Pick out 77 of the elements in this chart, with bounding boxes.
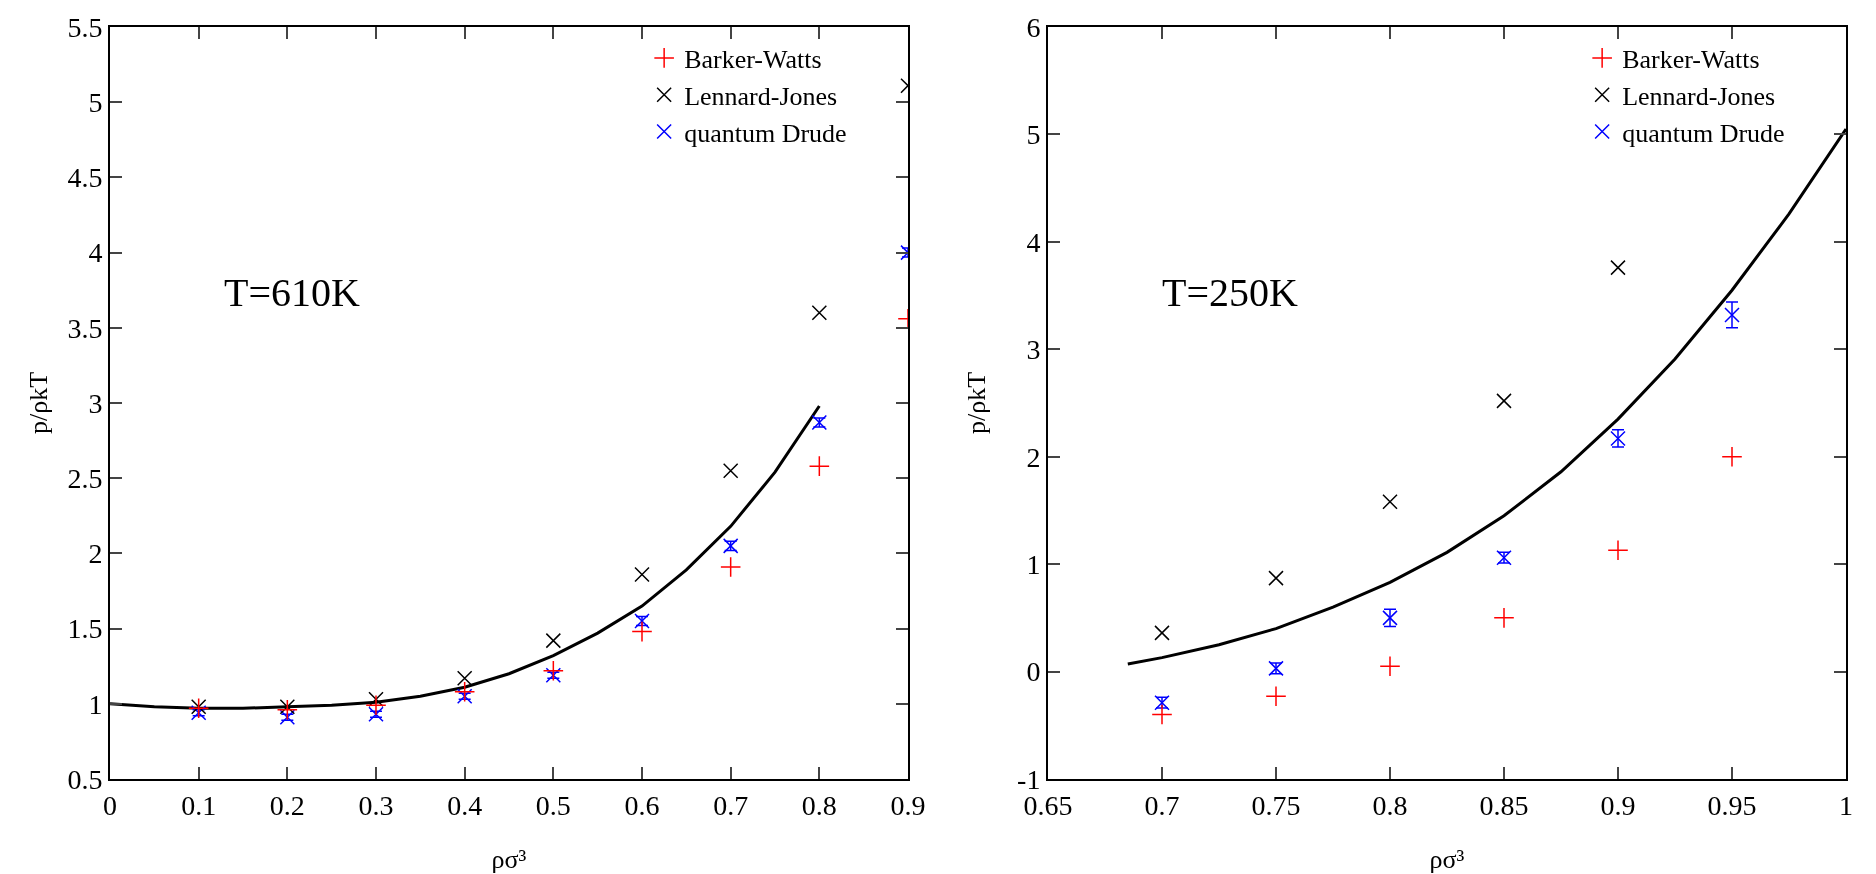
x-tick-label: 0.85 — [1479, 789, 1529, 821]
point — [1382, 494, 1398, 510]
point — [1493, 607, 1515, 629]
y-tick-label: 3 — [88, 387, 103, 419]
x-tick-label: 0.5 — [535, 789, 571, 821]
point — [1721, 446, 1743, 468]
x-tick-label: 0.6 — [624, 789, 660, 821]
y-tick-label: 2 — [1026, 441, 1041, 473]
point — [368, 691, 384, 708]
y-tick-label: 5.5 — [67, 11, 103, 43]
y-tick-label: 2.5 — [67, 463, 103, 494]
point — [190, 705, 207, 721]
x-tick-label: 0.2 — [269, 789, 305, 821]
x-tick-label: 0.7 — [713, 789, 749, 821]
y-tick-label: 6 — [1026, 11, 1041, 43]
y-axis-title: p/ρkT — [24, 371, 53, 435]
x-axis-title: ρσ³ — [491, 845, 527, 874]
x-tick-label: 0.8 — [1372, 789, 1408, 821]
y-axis-title: p/ρkT — [962, 371, 991, 435]
y-tick-label: 0.5 — [67, 763, 103, 795]
point — [276, 699, 298, 721]
legend-label: quantum Drude — [684, 118, 847, 148]
point — [454, 681, 476, 703]
x-tick-label: 0.1 — [181, 789, 217, 821]
point — [720, 556, 742, 578]
x-axis-title: ρσ³ — [1429, 845, 1465, 874]
point — [722, 462, 739, 479]
y-tick-label: 0 — [1026, 656, 1041, 688]
point — [456, 688, 473, 705]
legend-label: Lennard-Jones — [1622, 81, 1776, 111]
point — [1724, 307, 1740, 323]
y-tick-label: 3.5 — [67, 312, 103, 344]
point — [1265, 685, 1287, 707]
legend-label: Lennard-Jones — [684, 81, 838, 111]
point — [279, 699, 296, 715]
point — [542, 660, 564, 682]
point — [1379, 655, 1401, 677]
y-tick-label: 2 — [88, 538, 103, 570]
y-tick-label: 1.5 — [67, 613, 103, 645]
y-tick-label: 3 — [1026, 334, 1041, 366]
legend-label: Barker-Watts — [1622, 45, 1760, 75]
point — [456, 670, 473, 686]
y-tick-label: 1 — [88, 688, 103, 720]
point — [545, 667, 562, 683]
y-tick-label: 5 — [1026, 119, 1041, 151]
point — [279, 709, 296, 726]
point — [1268, 570, 1284, 586]
point — [368, 706, 384, 723]
legend-label: Barker-Watts — [684, 45, 822, 75]
y-tick-label: 1 — [1026, 548, 1041, 580]
point — [1154, 625, 1170, 641]
annotation: T=250K — [1162, 270, 1298, 315]
x-tick-label: 0.7 — [1144, 789, 1180, 821]
point — [545, 632, 562, 649]
point — [1610, 259, 1626, 276]
y-tick-label: 4.5 — [67, 162, 103, 194]
point — [631, 621, 653, 643]
point — [1607, 539, 1629, 561]
point — [1496, 393, 1512, 409]
x-tick-label: 0.95 — [1707, 789, 1757, 821]
point — [365, 694, 387, 716]
x-tick-label: 0.9 — [890, 789, 926, 821]
point — [808, 455, 830, 477]
x-tick-label: 0.3 — [358, 789, 394, 821]
y-tick-label: 5 — [88, 87, 103, 118]
x-tick-label: 0.8 — [801, 789, 837, 821]
point — [634, 566, 650, 583]
x-tick-label: 1 — [1839, 789, 1853, 821]
legend-label: quantum Drude — [1622, 118, 1785, 148]
y-tick-label: 4 — [88, 237, 103, 269]
point — [1151, 703, 1173, 726]
x-tick-label: 0.9 — [1600, 789, 1636, 821]
annotation: T=610K — [224, 270, 360, 315]
x-tick-label: 0.75 — [1251, 789, 1301, 821]
x-tick-label: 0.4 — [447, 789, 483, 821]
y-tick-label: 4 — [1026, 226, 1041, 258]
point — [811, 305, 828, 321]
